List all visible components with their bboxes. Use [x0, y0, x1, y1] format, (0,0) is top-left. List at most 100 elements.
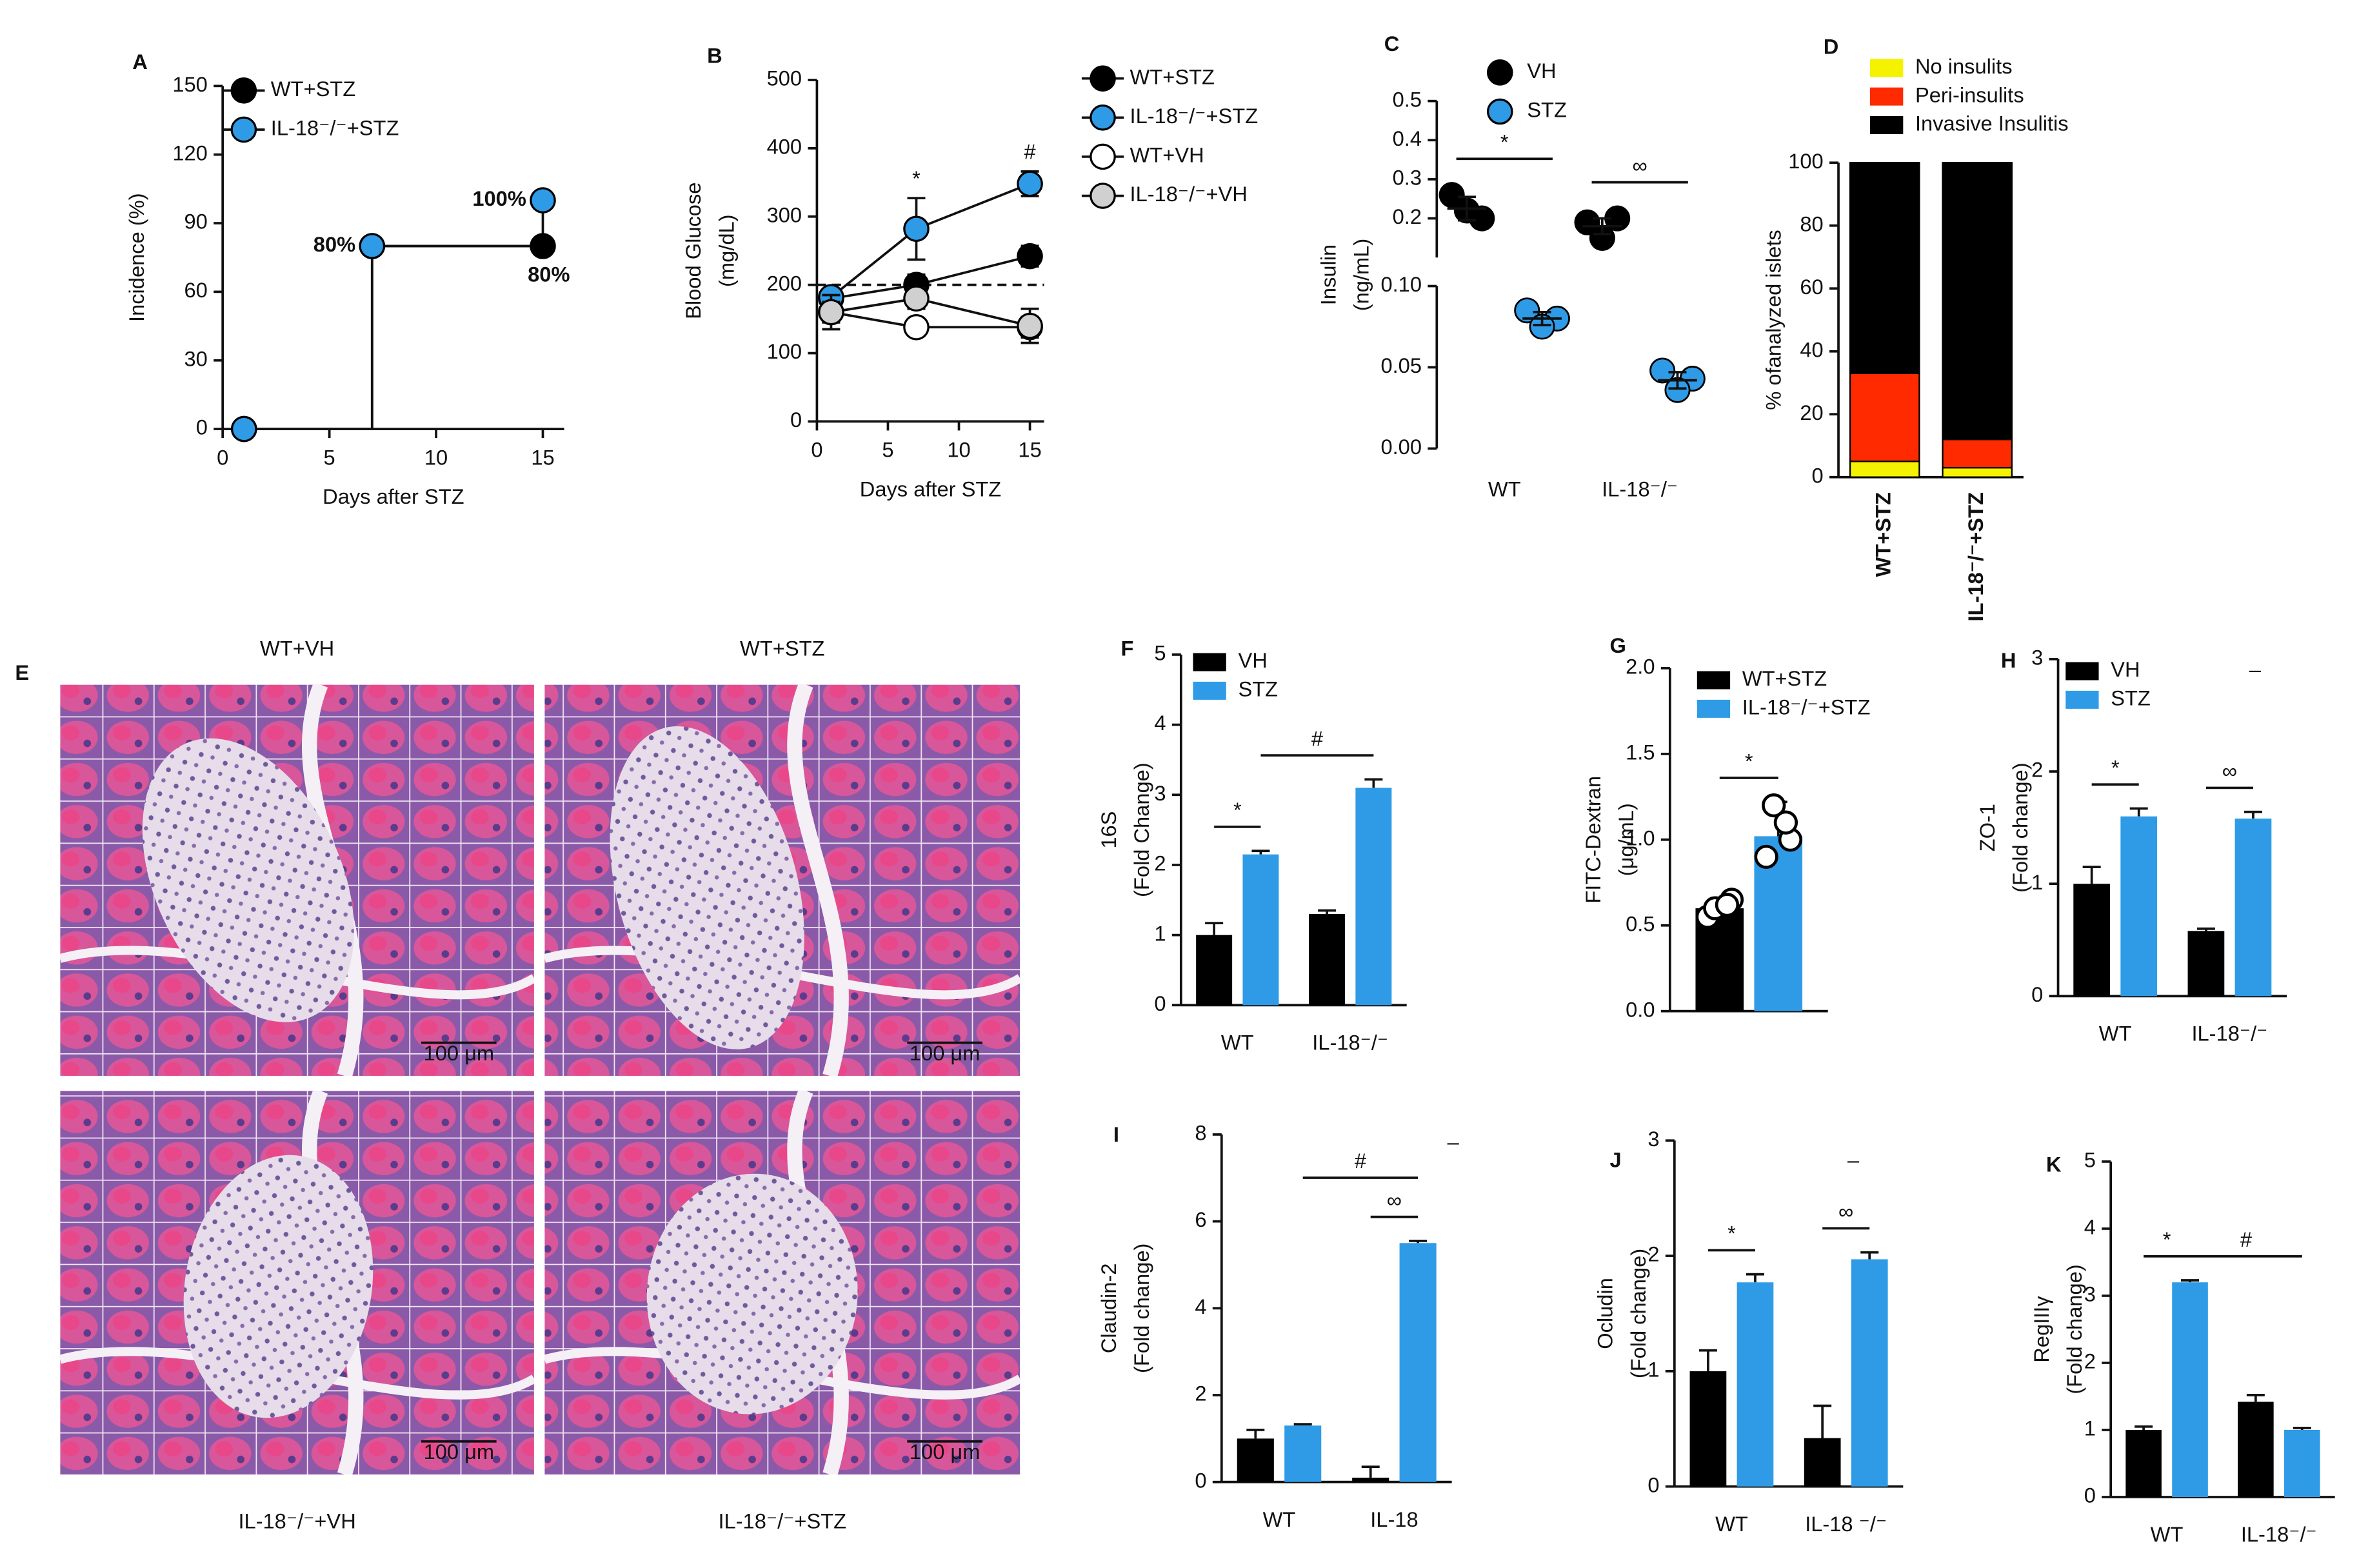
bar — [2073, 884, 2111, 997]
bar — [1237, 1438, 1274, 1482]
y-tick-label: 1 — [1647, 1357, 1659, 1381]
bar — [2125, 1429, 2162, 1497]
y-tick-label: 0.10 — [1380, 272, 1422, 296]
y-tick-label: 5 — [1154, 641, 1166, 665]
legend-label: WT+STZ — [271, 77, 355, 101]
y-axis-label: (Fold Change) — [1130, 762, 1153, 897]
y-tick-label: 4 — [1195, 1295, 1206, 1318]
legend-label: IL-18⁻/⁻+VH — [1130, 182, 1248, 206]
islet — [610, 726, 804, 1049]
bracket-label: * — [1727, 1222, 1736, 1245]
legend-marker — [230, 116, 257, 143]
panel-letter: E — [15, 660, 29, 684]
marker — [530, 187, 556, 213]
bar — [1355, 788, 1392, 1006]
y-tick-label: 5 — [2084, 1148, 2096, 1172]
legend-swatch — [1870, 87, 1904, 106]
value-label: 100% — [472, 186, 526, 210]
x-tick-label: IL-18⁻/⁻ — [1602, 477, 1678, 501]
legend-marker — [1486, 98, 1513, 125]
bracket-label: * — [1233, 798, 1242, 822]
data-point — [1649, 357, 1676, 384]
x-tick-label: 5 — [882, 438, 893, 462]
y-tick-label: 20 — [1800, 401, 1823, 424]
y-tick-label: 2 — [2031, 758, 2043, 782]
y-axis-label: (Fold change) — [1130, 1244, 1153, 1373]
bracket-label: * — [2111, 756, 2120, 780]
bracket-label: ∞ — [1838, 1200, 1853, 1224]
legend-label: IL-18⁻/⁻+STZ — [271, 116, 399, 140]
marker — [1017, 243, 1043, 270]
y-tick-label: 80 — [1800, 212, 1823, 235]
panel-letter: H — [2001, 648, 2016, 672]
panel-letter: A — [132, 50, 148, 74]
legend-marker — [1090, 104, 1116, 131]
y-tick-label: 300 — [767, 203, 802, 226]
y-tick-label: 2 — [2084, 1349, 2096, 1373]
y-tick-label: 0 — [196, 415, 208, 439]
legend-marker — [1090, 183, 1116, 209]
bracket-label: ∞ — [1387, 1188, 1402, 1212]
y-tick-label: 4 — [1154, 711, 1166, 735]
annotation: # — [1024, 140, 1036, 164]
x-tick-label: WT — [2099, 1022, 2132, 1046]
bracket-label: * — [2163, 1227, 2171, 1251]
y-axis-label: ZO-1 — [1975, 804, 1999, 851]
legend-label: VH — [1527, 59, 1556, 83]
panel-letter: D — [1824, 35, 1839, 59]
y-tick-label: 0.2 — [1393, 204, 1422, 228]
x-tick-label: IL-18 ⁻/⁻ — [1805, 1512, 1887, 1536]
x-tick-label: 5 — [324, 445, 335, 469]
y-tick-label: 0 — [1195, 1468, 1206, 1492]
legend-swatch — [2065, 690, 2099, 709]
series-line — [831, 297, 1031, 327]
y-axis-label: % ofanalyzed islets — [1762, 230, 1786, 410]
marker — [230, 415, 257, 442]
data-point — [1773, 810, 1798, 835]
bar — [2120, 816, 2158, 997]
bracket-label: # — [2240, 1227, 2252, 1251]
scale-label: 100 μm — [424, 1041, 495, 1065]
y-tick-label: 400 — [767, 135, 802, 159]
panel-letter: K — [2046, 1153, 2062, 1176]
y-tick-label: 0 — [2084, 1484, 2096, 1507]
y-tick-label: 3 — [2084, 1282, 2096, 1306]
y-tick-label: 150 — [172, 72, 207, 96]
x-tick-label: WT — [1263, 1507, 1296, 1531]
y-axis-label: Claudin-2 — [1097, 1263, 1120, 1353]
legend-swatch — [1870, 59, 1904, 77]
y-tick-label: 6 — [1195, 1207, 1206, 1231]
bracket-label: * — [1745, 749, 1753, 773]
x-tick-label: 10 — [947, 438, 970, 462]
legend-swatch — [1697, 671, 1731, 690]
x-tick-label: IL-18⁻/⁻ — [1312, 1031, 1388, 1055]
histology-image — [60, 684, 534, 1076]
x-tick-label: 10 — [424, 445, 448, 469]
legend-label: STZ — [2111, 686, 2151, 710]
scale-label: 100 μm — [910, 1041, 980, 1065]
panel-letter: I — [1113, 1122, 1119, 1146]
bar — [1399, 1243, 1437, 1482]
data-point — [1762, 793, 1786, 818]
bar — [1804, 1438, 1841, 1487]
x-tick-label: IL-18⁻/⁻+STZ — [1964, 492, 1987, 621]
x-tick-label: IL-18⁻/⁻ — [2191, 1022, 2267, 1046]
y-tick-label: 100 — [767, 339, 802, 363]
y-tick-label: 3 — [1647, 1127, 1659, 1151]
y-tick-label: 40 — [1800, 337, 1823, 361]
bar — [1689, 1371, 1727, 1487]
legend-label: STZ — [1527, 98, 1567, 122]
legend-label: Invasive Insulitis — [1915, 112, 2069, 135]
y-tick-label: 100 — [1788, 149, 1823, 173]
bracket-label: * — [1500, 130, 1509, 154]
bar-segment — [1849, 162, 1920, 375]
bar — [1737, 1282, 1774, 1487]
bar — [2284, 1429, 2320, 1497]
panel-letter: C — [1384, 32, 1400, 55]
legend-label: STZ — [1238, 677, 1278, 701]
legend-swatch — [2065, 662, 2099, 680]
y-tick-label: 200 — [767, 271, 802, 295]
x-tick-label: 0 — [217, 445, 228, 469]
bar-segment — [1942, 162, 2013, 441]
